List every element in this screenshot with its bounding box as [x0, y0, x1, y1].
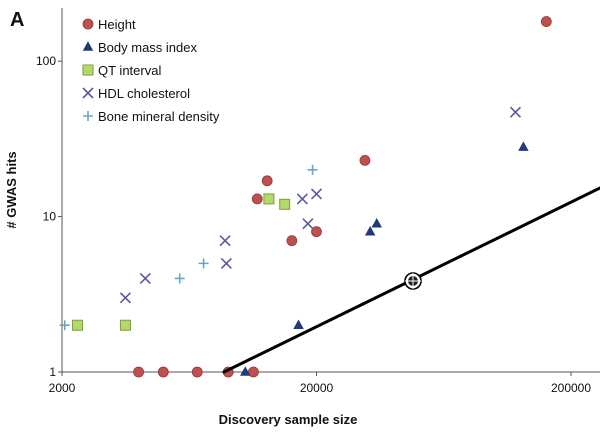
legend-label: HDL cholesterol [98, 86, 190, 101]
x-axis-ticks: 2000 20000 200000 [49, 372, 591, 395]
data-point [71, 319, 83, 331]
legend: Height Body mass index QT interval HDL chol… [82, 17, 220, 124]
data-point [371, 218, 383, 228]
y-axis-ticks: 1 10 100 [36, 54, 62, 379]
data-point [311, 226, 322, 238]
x-tick-label: 20000 [300, 381, 334, 395]
data-point [310, 188, 323, 200]
crosshair-cursor-icon [404, 272, 422, 290]
data-point [302, 218, 314, 230]
data-point [198, 258, 209, 269]
legend-label: Bone mineral density [98, 109, 220, 124]
data-point [174, 273, 185, 284]
data-point [307, 164, 318, 175]
x-tick-label: 2000 [49, 381, 76, 395]
legend-marker-circle [82, 18, 94, 30]
series-bone-mineral-density [59, 164, 318, 331]
legend-label: Height [98, 17, 136, 32]
series-hdl-cholesterol [119, 106, 522, 304]
legend-label: Body mass index [98, 40, 197, 55]
legend-marker-triangle [82, 41, 94, 51]
data-point [286, 235, 298, 247]
data-point [540, 16, 552, 27]
data-point [119, 292, 131, 304]
data-point [139, 272, 151, 285]
series-body-mass-index [240, 141, 529, 376]
data-point [509, 106, 522, 118]
data-point [279, 198, 291, 210]
legend-marker-plus [83, 111, 93, 121]
y-tick-label: 1 [49, 365, 56, 379]
data-point [296, 193, 308, 205]
data-point [364, 225, 376, 236]
data-point [119, 319, 131, 331]
panel-label: A [10, 9, 24, 31]
series-qt-interval [71, 193, 291, 331]
data-point [220, 257, 232, 269]
legend-label: QT interval [98, 63, 161, 78]
legend-marker-square [82, 64, 94, 76]
x-axis-title: Discovery sample size [219, 412, 358, 427]
data-point [157, 366, 169, 378]
data-point [59, 320, 70, 331]
data-point [261, 175, 273, 187]
data-point [263, 193, 275, 205]
data-point [240, 366, 251, 376]
data-point [293, 319, 304, 330]
series-height [133, 16, 552, 378]
y-tick-label: 100 [36, 54, 56, 68]
data-point [133, 366, 145, 378]
data-point [518, 141, 529, 151]
legend-marker-x [82, 87, 94, 99]
data-point [219, 235, 231, 247]
data-point [359, 154, 371, 166]
y-axis-title: # GWAS hits [4, 151, 19, 228]
x-tick-label: 200000 [551, 381, 591, 395]
data-point [191, 366, 203, 378]
y-tick-label: 10 [43, 210, 57, 224]
data-point [251, 193, 263, 205]
